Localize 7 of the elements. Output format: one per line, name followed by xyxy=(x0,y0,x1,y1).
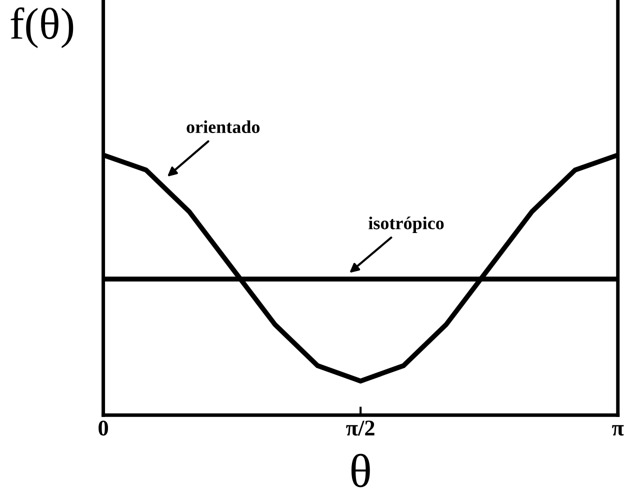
annotation: orientado xyxy=(186,120,260,134)
x-tick-label: π/2 xyxy=(346,420,374,436)
x-tick-label: π xyxy=(612,425,624,436)
annotation: isotrópico xyxy=(368,216,444,233)
x-tick-label: 0 xyxy=(98,420,108,436)
y-axis-title: f(θ) xyxy=(10,7,74,48)
x-axis-title: θ xyxy=(351,454,370,488)
